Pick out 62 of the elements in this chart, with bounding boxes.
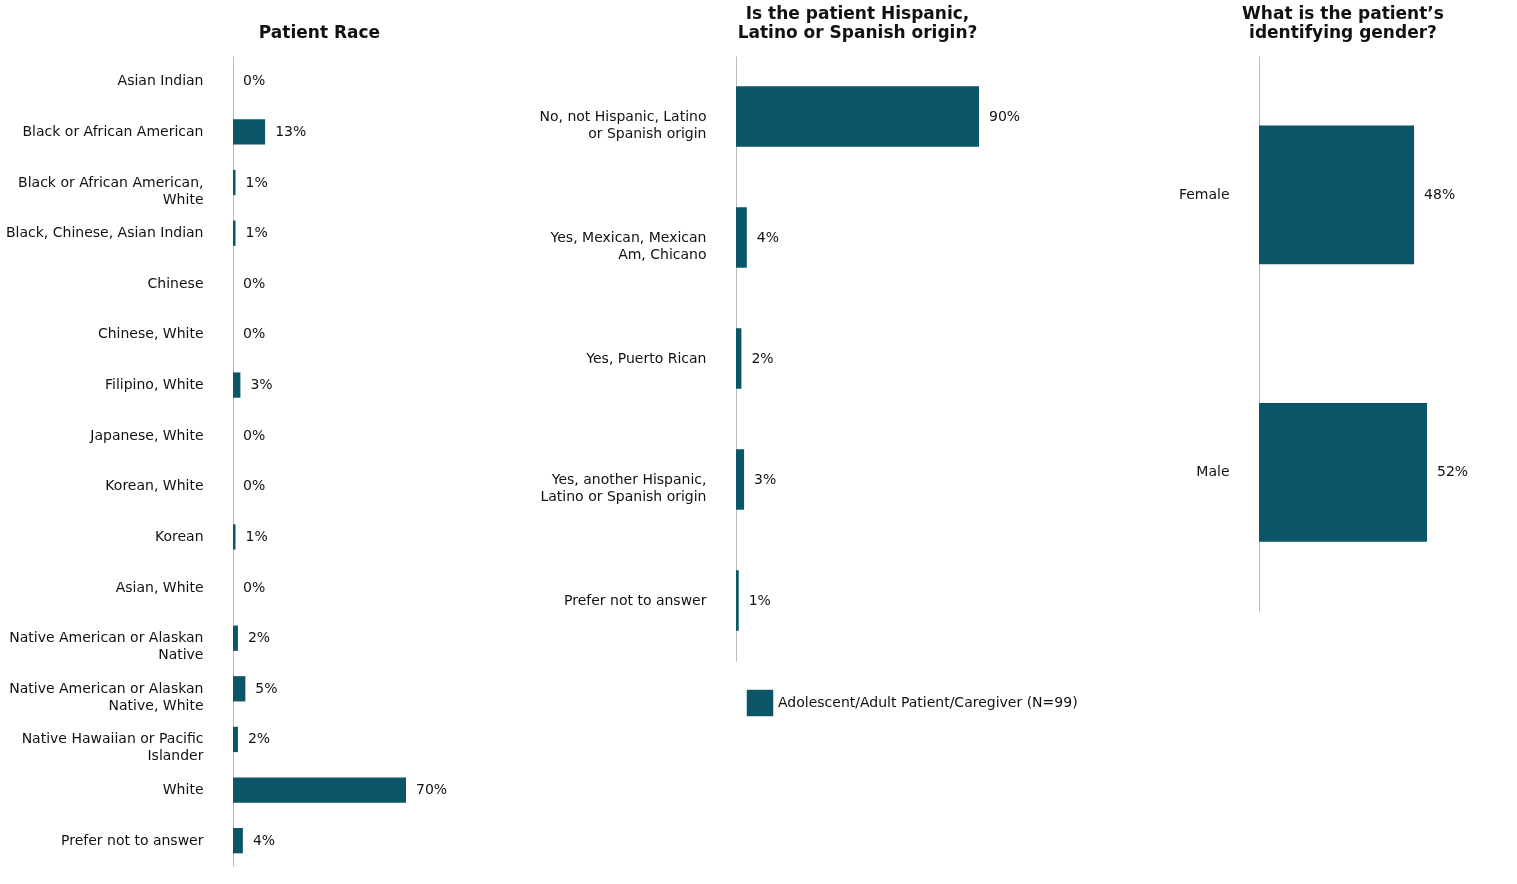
bar [736,570,739,631]
bar [233,777,406,803]
bar [233,372,241,398]
data-label: 52% [1437,463,1469,480]
data-label: 48% [1424,185,1456,202]
y-tick-label: Chinese, White [97,325,204,342]
chart-title: Patient Race [258,22,381,42]
y-tick-label: Black or African American [22,122,204,139]
y-tick-label: Korean, White [105,477,204,494]
y-tick-label: Female [1178,185,1230,202]
y-tick-label: Korean [154,527,204,544]
data-label: 3% [754,470,777,487]
data-label: 1% [245,173,268,190]
y-tick-label: Chinese [147,274,204,291]
y-tick-label: Native American or Alaskan Native, White [9,679,204,713]
bar [233,625,238,651]
legend-label: Adolescent/Adult Patient/Caregiver (N=99) [778,694,1078,710]
bar [233,676,246,702]
chart-title: What is the patient’s identifying gender? [1242,3,1444,42]
y-tick-label: Asian Indian [117,72,204,89]
bar [736,207,747,268]
chart-title: Is the patient Hispanic, Latino or Spanish origin? [737,3,978,42]
bar [736,328,742,389]
data-label: 0% [243,477,266,494]
y-tick-label: Native Hawaiian or Pacific Islander [21,730,204,764]
data-label: 70% [416,781,448,798]
bar [736,449,745,510]
y-tick-label: Yes, Puerto Rican [585,349,707,366]
y-tick-label: No, not Hispanic, Latino or Spanish origin [539,107,707,141]
y-tick-label: Japanese, White [89,426,204,443]
data-label: 0% [243,274,266,291]
y-tick-label: Yes, another Hispanic, Latino or Spanish origin [540,470,707,504]
data-label: 1% [245,527,268,544]
bar [736,86,979,147]
y-tick-label: Black or African American, White [18,173,204,207]
y-tick-label: Prefer not to answer [61,831,204,848]
data-label: 0% [243,325,266,342]
data-label: 0% [243,72,266,89]
data-label: 1% [245,224,268,241]
data-label: 5% [255,679,278,696]
data-label: 4% [252,831,276,848]
data-label: 13% [275,122,307,139]
y-tick-label: Black, Chinese, Asian Indian [5,224,204,241]
data-label: 90% [989,107,1021,124]
data-label: 1% [748,591,771,608]
data-label: 2% [247,629,271,646]
bar [233,828,243,854]
data-label: 0% [243,578,266,595]
y-tick-label: Yes, Mexican, Mexican Am, Chicano [549,228,707,262]
data-label: 2% [247,730,271,747]
bar [233,119,266,145]
data-label: 4% [756,228,780,245]
y-tick-label: Prefer not to answer [564,591,707,608]
y-tick-label: White [162,781,204,798]
data-label: 3% [250,376,273,393]
y-tick-label: Asian, White [115,578,204,595]
y-tick-label: Male [1196,463,1230,480]
y-tick-label: Native American or Alaskan Native [9,629,204,663]
data-label: 0% [243,426,266,443]
data-label: 2% [751,349,774,366]
bar [233,726,238,753]
y-tick-label: Filipino, White [104,376,204,393]
